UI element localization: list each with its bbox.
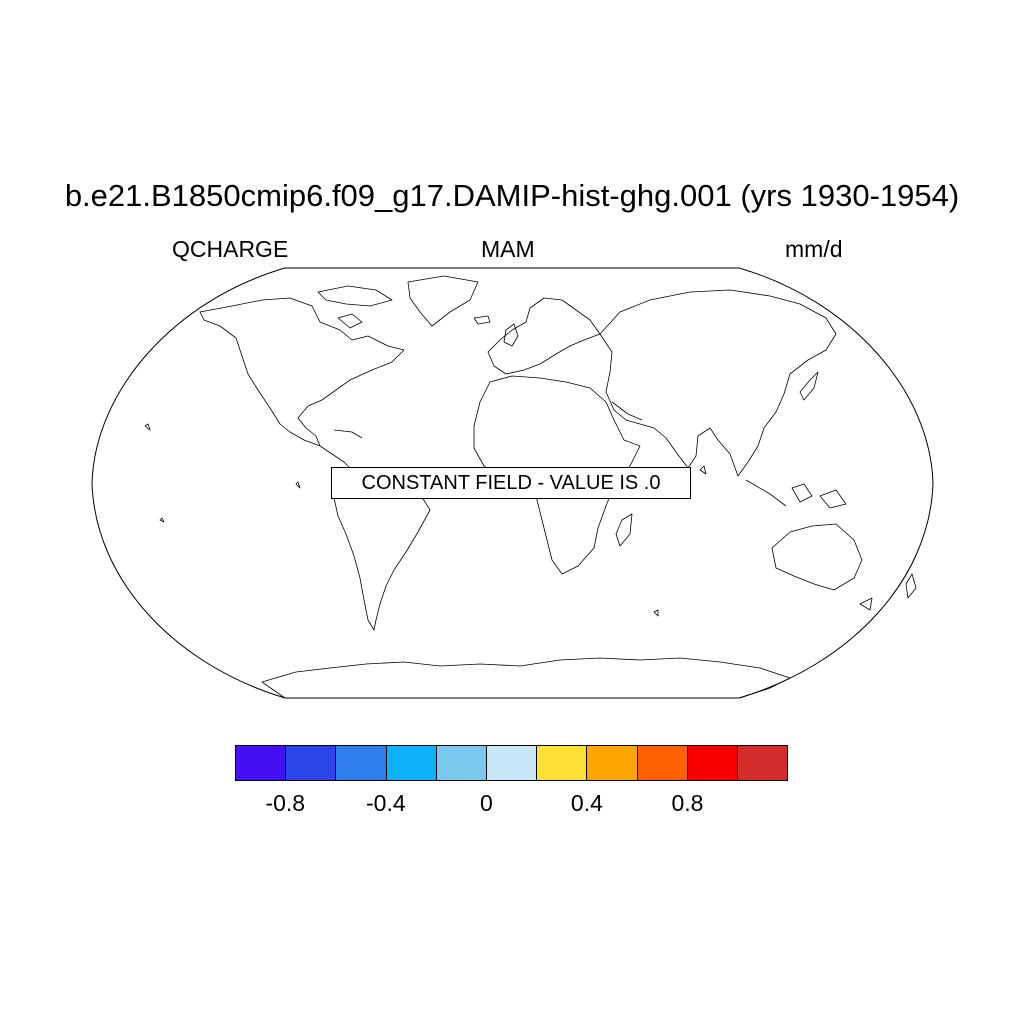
coastline-greenland: [407, 275, 479, 327]
colorbar: [235, 745, 788, 781]
season-label: MAM: [481, 236, 535, 262]
coastline-australia: [771, 523, 863, 591]
colorbar-swatch: [286, 746, 337, 780]
coastline-new-zealand: [905, 573, 917, 599]
coastline-japan: [799, 371, 819, 401]
coastlines: [144, 275, 917, 699]
colorbar-tick-label: 0.4: [570, 790, 603, 816]
colorbar-tick-label: 0.8: [671, 790, 704, 816]
coastline-madagascar: [615, 513, 633, 547]
colorbar-swatch: [486, 746, 538, 780]
colorbar-tick-label: -0.8: [265, 790, 306, 816]
coastline-asia: [599, 289, 837, 477]
colorbar-swatch: [386, 746, 437, 780]
coastline-central-america: [319, 445, 353, 471]
colorbar-swatch: [336, 746, 387, 780]
colorbar-swatch: [537, 746, 588, 780]
colorbar-swatch: [236, 746, 287, 780]
coastline-europe: [487, 297, 601, 375]
coastline-great-britain: [503, 323, 519, 347]
colorbar-swatch: [637, 746, 688, 780]
colorbar-tick-label: 0: [479, 790, 493, 816]
colorbar-swatch: [587, 746, 638, 780]
colorbar-swatch: [436, 746, 487, 780]
coastline-antarctica: [261, 657, 791, 699]
units-label: mm/d: [785, 236, 843, 262]
coastline-indonesia: [745, 479, 787, 507]
colorbar-swatch: [737, 746, 788, 780]
coastline-north-america: [199, 297, 405, 447]
colorbar-tick-label: -0.4: [365, 790, 406, 816]
coastline-arctic-islands: [317, 285, 393, 307]
constant-field-notice: CONSTANT FIELD - VALUE IS .0: [331, 467, 691, 499]
coastline-south-america: [333, 469, 431, 631]
colorbar-swatch: [687, 746, 738, 780]
plot-title: b.e21.B1850cmip6.f09_g17.DAMIP-hist-ghg.…: [64, 178, 960, 213]
variable-label: QCHARGE: [172, 236, 289, 262]
